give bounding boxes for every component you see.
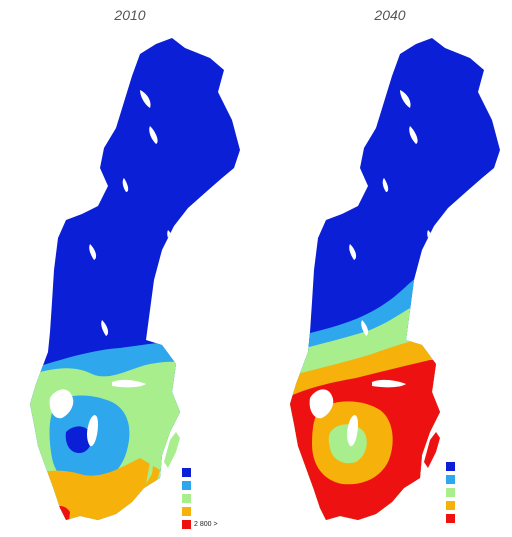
lake-vattern — [87, 415, 98, 447]
lake-north-1-2040 — [400, 90, 411, 108]
oland-2010 — [146, 458, 154, 484]
lake-north-5-2040 — [361, 320, 369, 336]
legend-swatch-3 — [446, 488, 455, 497]
legend-swatch-2 — [446, 475, 455, 484]
legend-swatch-1 — [182, 468, 191, 477]
lake-vanern — [49, 389, 74, 419]
legend-swatch-1 — [446, 462, 455, 471]
lake-vanern-2040 — [309, 389, 334, 419]
lake-vattern-2040 — [347, 415, 358, 447]
zone-green-inner-2040 — [328, 424, 367, 464]
lake-north-1 — [140, 90, 151, 108]
lake-north-2-2040 — [409, 126, 418, 144]
gotland-2010 — [164, 432, 180, 468]
lake-malaren-2040 — [372, 379, 406, 388]
legend-swatch-5 — [182, 520, 191, 529]
lake-north-3-2040 — [382, 178, 389, 192]
legend-top-label: 2 800 > — [194, 521, 218, 528]
legend-swatch-4 — [446, 501, 455, 510]
zone-blue-inner-2010 — [65, 426, 92, 454]
oland-2040 — [406, 458, 414, 484]
map-2040 — [290, 38, 500, 520]
panel-title-2040: 2040 — [374, 7, 406, 23]
zone-red-2010 — [46, 505, 70, 520]
legend-swatch-2 — [182, 481, 191, 490]
lake-north-3 — [122, 178, 129, 192]
lake-north-5 — [101, 320, 109, 336]
lake-north-4-2040 — [349, 244, 357, 260]
lake-north-2 — [149, 126, 158, 144]
legend-swatch-4 — [182, 507, 191, 516]
legend-swatch-3 — [182, 494, 191, 503]
panel-title-2010: 2010 — [114, 7, 146, 23]
gotland-2040 — [424, 432, 440, 468]
lake-malaren — [112, 379, 146, 388]
map-2010 — [30, 38, 240, 520]
lake-north-4 — [89, 244, 97, 260]
legend-swatch-5 — [446, 514, 455, 523]
